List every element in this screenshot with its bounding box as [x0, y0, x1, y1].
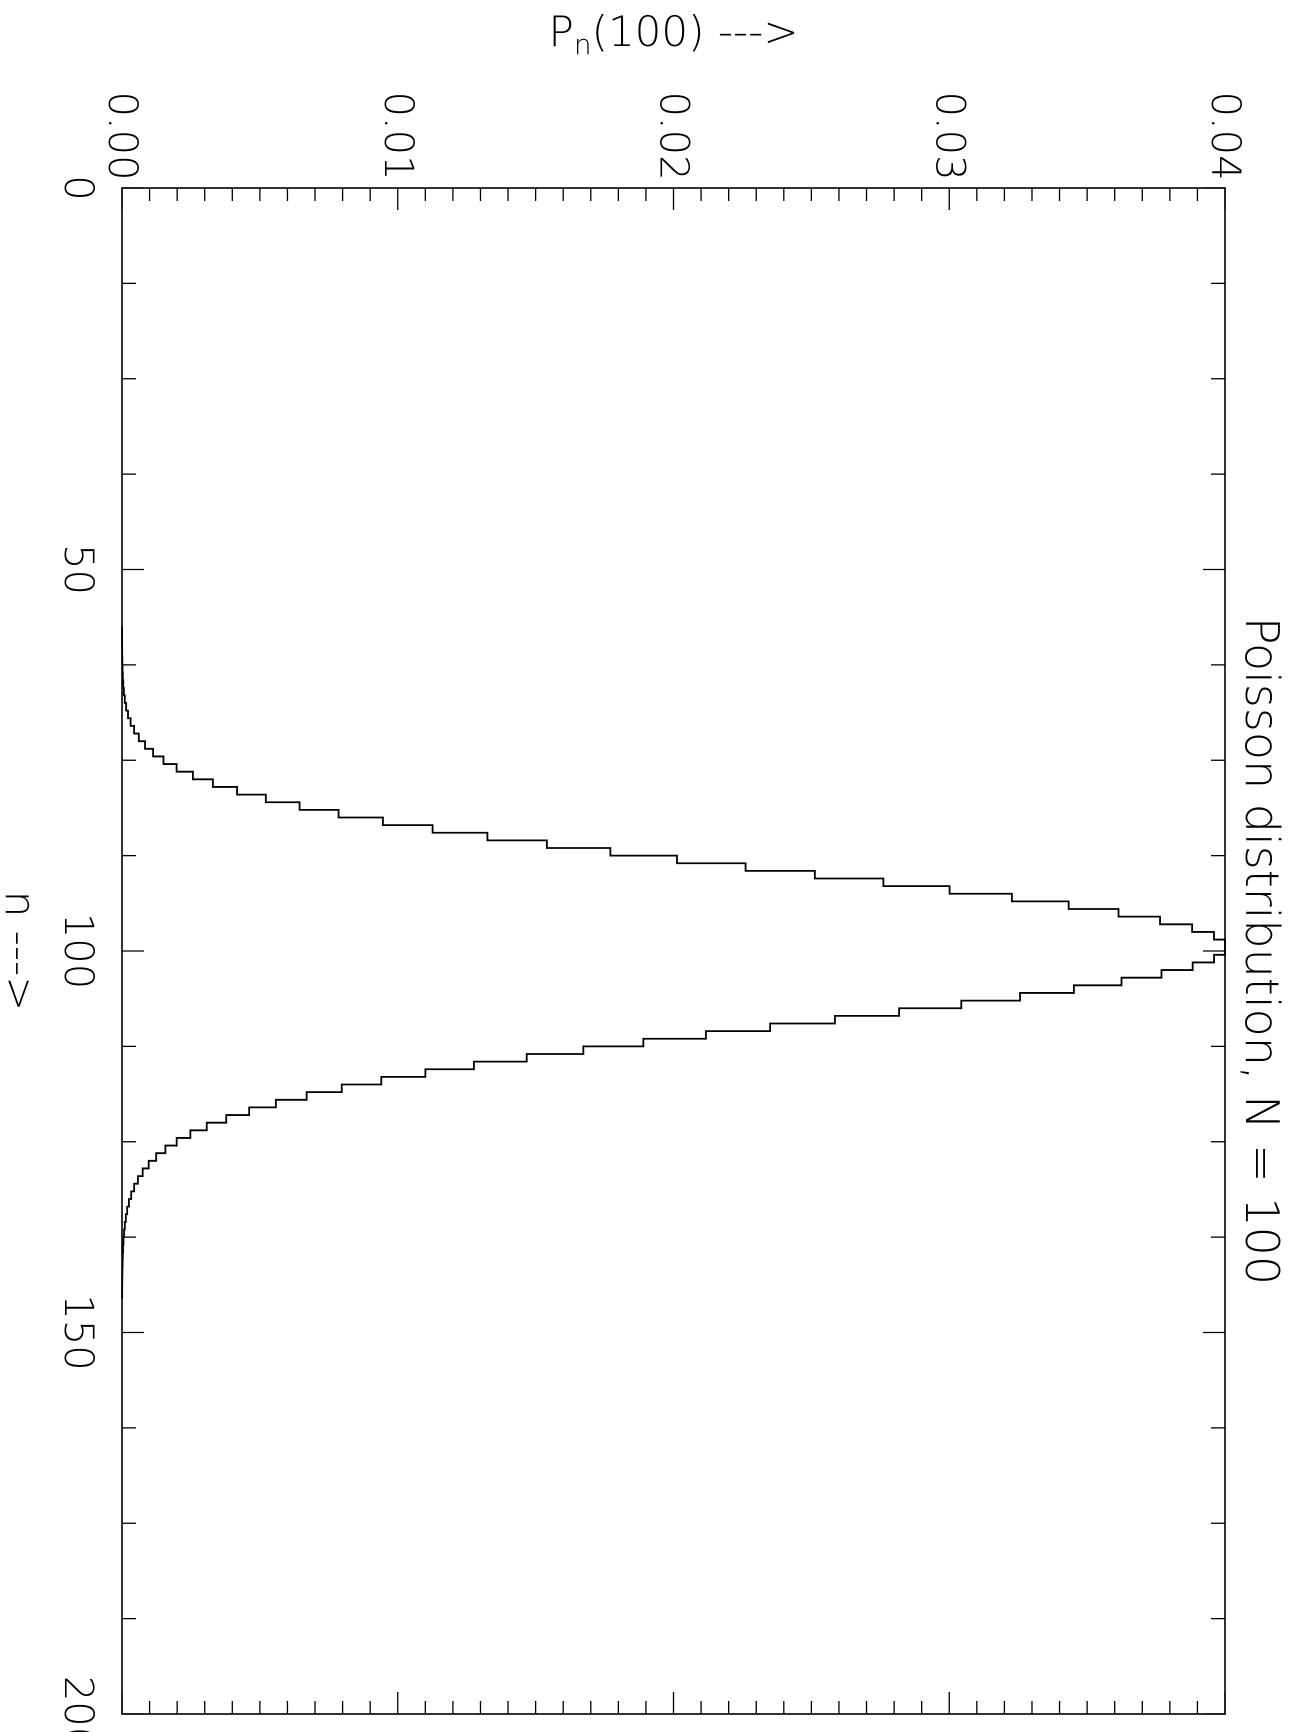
y-axis-title-rest: (100) ---> — [592, 7, 799, 56]
x-tick-label: 50 — [55, 544, 101, 595]
y-tick-label: 0.01 — [375, 91, 421, 180]
y-tick-label: 0.00 — [99, 91, 145, 180]
y-axis-title-subscript: n — [574, 28, 592, 61]
y-tick-label: 0.02 — [651, 91, 697, 180]
x-tick-label: 100 — [55, 913, 101, 989]
y-tick-label: 0.04 — [1202, 91, 1248, 180]
labels: Poisson distribution, N = 100 n ---> Pn(… — [0, 7, 1289, 1732]
y-tick-label: 0.03 — [926, 91, 972, 180]
x-axis-title: n ---> — [0, 891, 45, 1012]
chart-title: Poisson distribution, N = 100 — [1235, 617, 1289, 1285]
axes — [121, 187, 1226, 1715]
x-tick-label: 200 — [55, 1676, 101, 1732]
y-axis-title-main: P — [548, 7, 573, 56]
plot-frame — [121, 187, 1226, 1715]
x-tick-label: 150 — [55, 1294, 101, 1370]
poisson-step-line — [121, 625, 1226, 1300]
series-group — [121, 625, 1226, 1300]
y-axis-title: Pn(100) ---> — [548, 7, 798, 61]
x-tick-label: 0 — [55, 175, 101, 200]
